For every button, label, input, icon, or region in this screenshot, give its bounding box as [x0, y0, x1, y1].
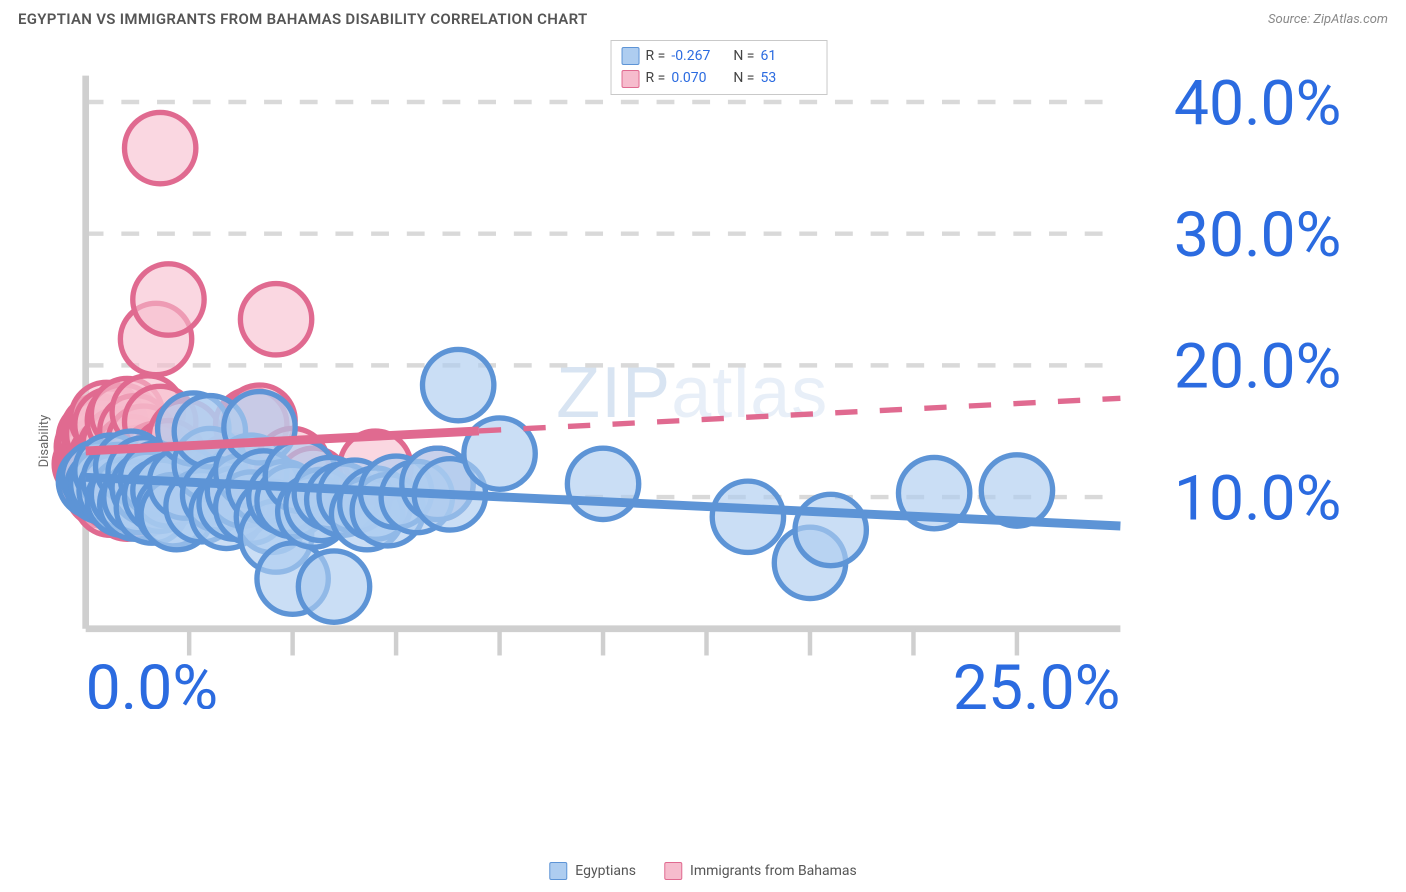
legend-swatch-1 [549, 862, 567, 880]
svg-text:0.0%: 0.0% [86, 652, 218, 709]
plot-area: Disability ZIPatlas 10.0%20.0%30.0%40.0%… [50, 40, 1388, 842]
bottom-legend: Egyptians Immigrants from Bahamas [549, 862, 856, 880]
n-value-2: 53 [760, 67, 816, 89]
svg-text:40.0%: 40.0% [1174, 67, 1341, 140]
source-label: Source: ZipAtlas.com [1268, 12, 1388, 27]
swatch-series-2 [622, 70, 640, 88]
svg-text:25.0%: 25.0% [953, 652, 1120, 709]
scatter-plot: 10.0% 20.0% 30.0% 40.0% 0.0% 25.0% [50, 40, 1388, 709]
svg-text:10.0%: 10.0% [1174, 462, 1341, 535]
legend-item-2: Immigrants from Bahamas [664, 862, 857, 880]
correlation-row-1: R = -0.267 N = 61 [622, 45, 817, 67]
correlation-row-2: R = 0.070 N = 53 [622, 67, 817, 89]
legend-swatch-2 [664, 862, 682, 880]
r-value-1: -0.267 [671, 45, 727, 67]
svg-text:20.0%: 20.0% [1174, 331, 1341, 404]
r-value-2: 0.070 [671, 67, 727, 89]
legend-label-2: Immigrants from Bahamas [690, 863, 857, 879]
chart-title: EGYPTIAN VS IMMIGRANTS FROM BAHAMAS DISA… [18, 10, 588, 28]
legend-item-1: Egyptians [549, 862, 636, 880]
correlation-legend: R = -0.267 N = 61 R = 0.070 N = 53 [611, 40, 828, 95]
n-value-1: 61 [760, 45, 816, 67]
svg-text:30.0%: 30.0% [1174, 199, 1341, 272]
swatch-series-1 [622, 47, 640, 65]
legend-label-1: Egyptians [575, 863, 636, 879]
